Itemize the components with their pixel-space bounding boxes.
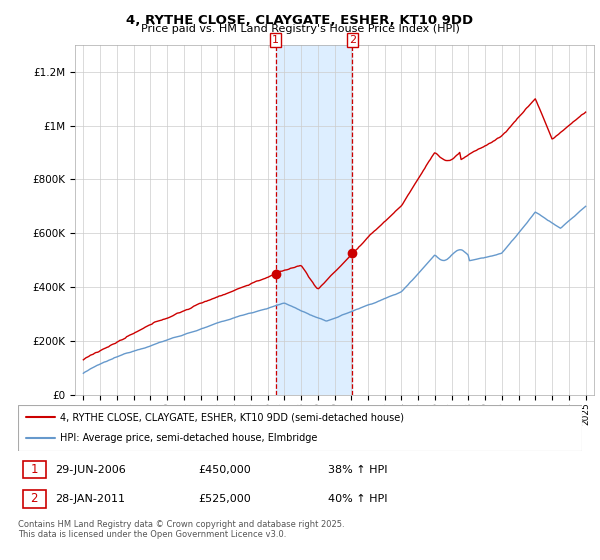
- Bar: [23, 491, 46, 507]
- Bar: [276, 45, 352, 395]
- Text: 38% ↑ HPI: 38% ↑ HPI: [328, 465, 388, 475]
- Text: 2: 2: [349, 35, 356, 45]
- Text: £450,000: £450,000: [199, 465, 251, 475]
- Text: 2: 2: [31, 492, 38, 506]
- Text: 28-JAN-2011: 28-JAN-2011: [55, 494, 125, 504]
- Text: 1: 1: [272, 35, 279, 45]
- Text: £525,000: £525,000: [199, 494, 251, 504]
- Text: Price paid vs. HM Land Registry's House Price Index (HPI): Price paid vs. HM Land Registry's House …: [140, 24, 460, 34]
- Bar: [23, 461, 46, 478]
- Text: 40% ↑ HPI: 40% ↑ HPI: [328, 494, 388, 504]
- Text: 4, RYTHE CLOSE, CLAYGATE, ESHER, KT10 9DD (semi-detached house): 4, RYTHE CLOSE, CLAYGATE, ESHER, KT10 9D…: [60, 412, 404, 422]
- Text: Contains HM Land Registry data © Crown copyright and database right 2025.
This d: Contains HM Land Registry data © Crown c…: [18, 520, 344, 539]
- Text: HPI: Average price, semi-detached house, Elmbridge: HPI: Average price, semi-detached house,…: [60, 433, 317, 444]
- Text: 29-JUN-2006: 29-JUN-2006: [55, 465, 125, 475]
- Text: 1: 1: [31, 463, 38, 477]
- Text: 4, RYTHE CLOSE, CLAYGATE, ESHER, KT10 9DD: 4, RYTHE CLOSE, CLAYGATE, ESHER, KT10 9D…: [127, 14, 473, 27]
